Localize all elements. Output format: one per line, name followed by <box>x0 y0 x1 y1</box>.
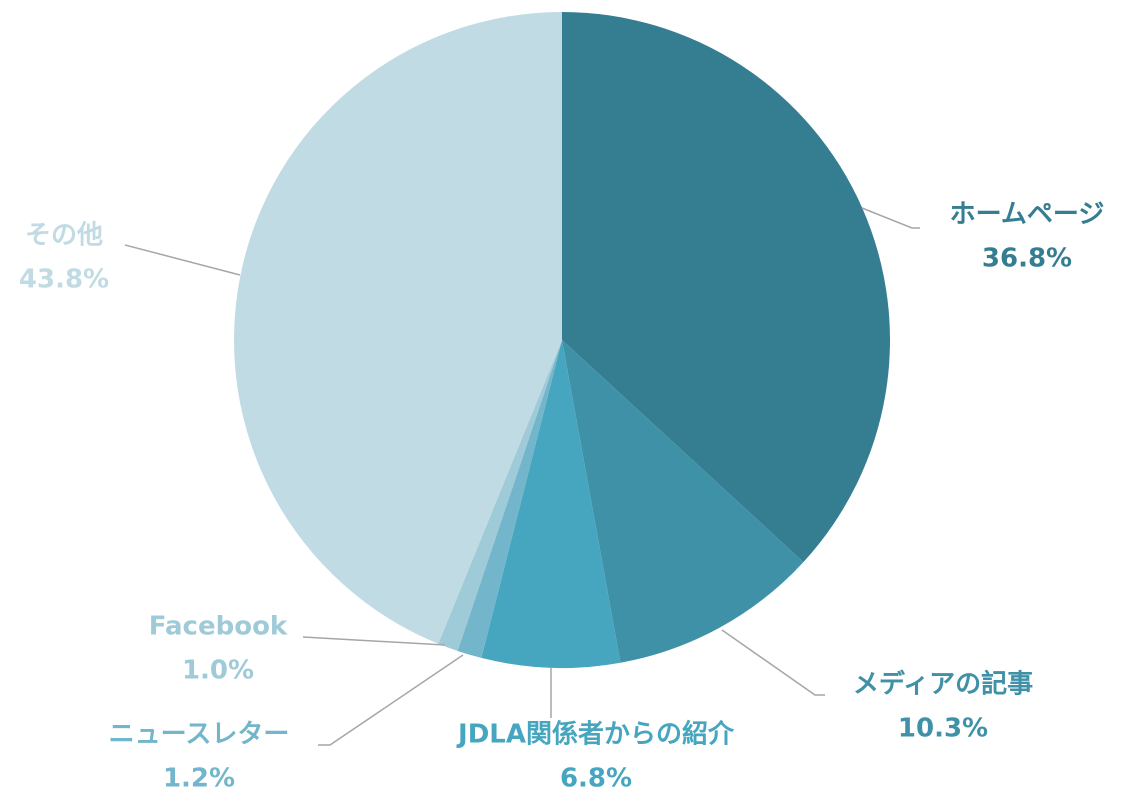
value-label: 6.8% <box>560 764 632 792</box>
leader-line <box>721 629 825 696</box>
slice-label: メディアの記事 <box>853 669 1033 700</box>
pie-slice <box>562 340 804 663</box>
leader-line <box>318 654 464 746</box>
pie-slice <box>481 340 621 668</box>
leader-line <box>861 207 920 229</box>
slice-label: その他 <box>25 221 103 251</box>
slice-label: Facebook <box>149 612 288 642</box>
value-label: 10.3% <box>898 714 988 744</box>
value-label: 1.2% <box>163 764 235 792</box>
slice-label: JDLA関係者からの紹介 <box>456 719 735 750</box>
leader-line <box>302 636 446 646</box>
pie-slice <box>438 340 562 651</box>
slice-label: ニュースレター <box>109 720 290 750</box>
value-label: 36.8% <box>982 244 1072 274</box>
pie-slice <box>233 12 563 644</box>
pie-slice <box>562 12 891 563</box>
slice-label: ホームページ <box>950 200 1105 230</box>
value-label: 43.8% <box>19 265 109 295</box>
pie-slice <box>457 340 562 658</box>
leader-line <box>124 244 241 276</box>
value-label: 1.0% <box>182 656 254 686</box>
